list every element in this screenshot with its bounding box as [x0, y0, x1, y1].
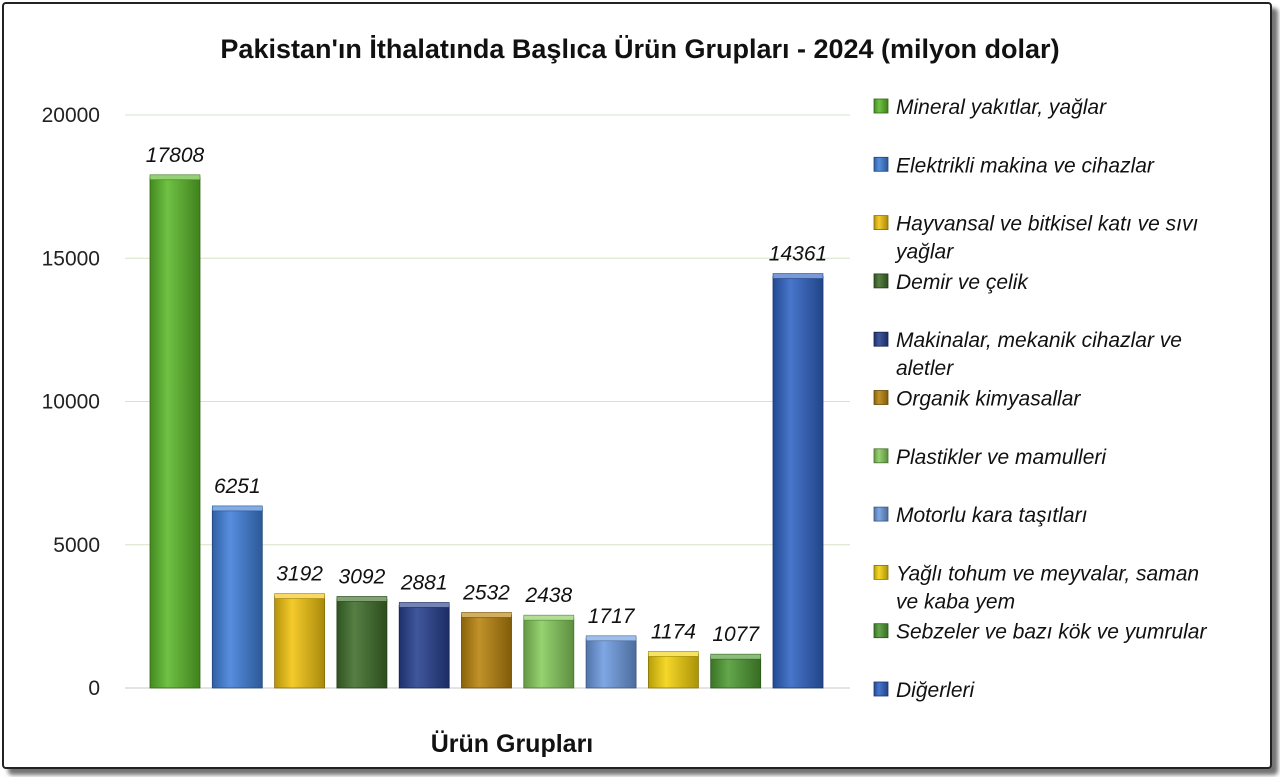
legend-label: Makinalar, mekanik cihazlar ve — [896, 329, 1182, 352]
legend: Mineral yakıtlar, yağlar Elektrikli makin… — [873, 96, 1207, 702]
bar — [523, 617, 575, 689]
legend-label: Motorlu kara taşıtları — [896, 504, 1087, 527]
bar-top — [461, 612, 512, 618]
bars-group: 17808 6251 3192 3092 2881 2532 2438 1717 1174 107… — [146, 144, 827, 689]
data-label: 17808 — [146, 144, 205, 167]
legend-label: Yağlı tohum ve meyvalar, saman — [896, 562, 1199, 585]
bar-top — [585, 635, 637, 642]
legend-label: Hayvansal ve bitkisel katı ve sıvı — [896, 213, 1198, 236]
data-label: 2438 — [524, 584, 572, 607]
legend-label: ve kaba yem — [896, 590, 1015, 613]
y-tick-label: 5000 — [53, 534, 100, 557]
data-label: 1174 — [651, 620, 696, 643]
bar — [585, 638, 637, 689]
legend-swatch — [873, 215, 889, 231]
data-label: 2532 — [462, 581, 510, 604]
bar — [710, 656, 762, 689]
chart-title: Pakistan'ın İthalatında Başlıca Ürün Gru… — [220, 34, 1059, 64]
legend-swatch — [873, 623, 889, 639]
legend-swatch — [873, 565, 889, 580]
data-label: 6251 — [214, 475, 261, 498]
legend-label: Plastikler ve mamulleri — [896, 446, 1107, 469]
bar-top — [274, 593, 325, 599]
data-label: 1077 — [712, 623, 760, 646]
legend-swatch — [873, 448, 889, 464]
bar-top — [212, 505, 263, 512]
legend-label: Elektrikli makina ve cihazlar — [896, 154, 1155, 177]
legend-swatch — [873, 98, 889, 114]
bar-top — [149, 174, 201, 181]
data-label: 3192 — [276, 563, 323, 586]
bar-top — [398, 602, 450, 608]
bar — [149, 177, 201, 689]
legend-swatch — [873, 273, 889, 289]
y-tick-label: 20000 — [42, 104, 100, 127]
y-tick-label: 0 — [88, 677, 100, 700]
data-label: 2881 — [400, 571, 448, 594]
legend-swatch — [873, 506, 889, 522]
bar — [274, 596, 326, 689]
legend-label: yağlar — [894, 241, 954, 264]
legend-swatch — [873, 331, 889, 347]
bar — [461, 615, 512, 689]
legend-label: Diğerleri — [896, 679, 976, 702]
bar-top — [710, 653, 762, 660]
y-tick-label: 10000 — [42, 391, 100, 414]
legend-label: Sebzeler ve bazı kök ve yumrular — [896, 621, 1207, 644]
bar — [211, 508, 263, 689]
data-label: 1717 — [588, 605, 636, 628]
data-label: 3092 — [339, 565, 386, 588]
bar — [398, 605, 450, 689]
bar-top — [648, 651, 699, 657]
x-axis-label: Ürün Grupları — [431, 729, 594, 758]
bar-top — [772, 273, 824, 279]
legend-label: Organik kimyasallar — [896, 388, 1081, 411]
bar-top — [336, 596, 388, 602]
legend-label: Demir ve çelik — [896, 271, 1029, 294]
bar — [648, 653, 699, 689]
data-label: 14361 — [769, 243, 827, 266]
legend-label: aletler — [896, 357, 954, 380]
legend-swatch — [873, 390, 889, 405]
bar — [772, 276, 824, 689]
y-tick-label: 15000 — [42, 247, 100, 270]
bar-top — [523, 614, 575, 621]
legend-swatch — [873, 156, 889, 172]
legend-label: Mineral yakıtlar, yağlar — [896, 96, 1107, 119]
bar — [336, 599, 388, 689]
legend-swatch — [873, 681, 889, 697]
